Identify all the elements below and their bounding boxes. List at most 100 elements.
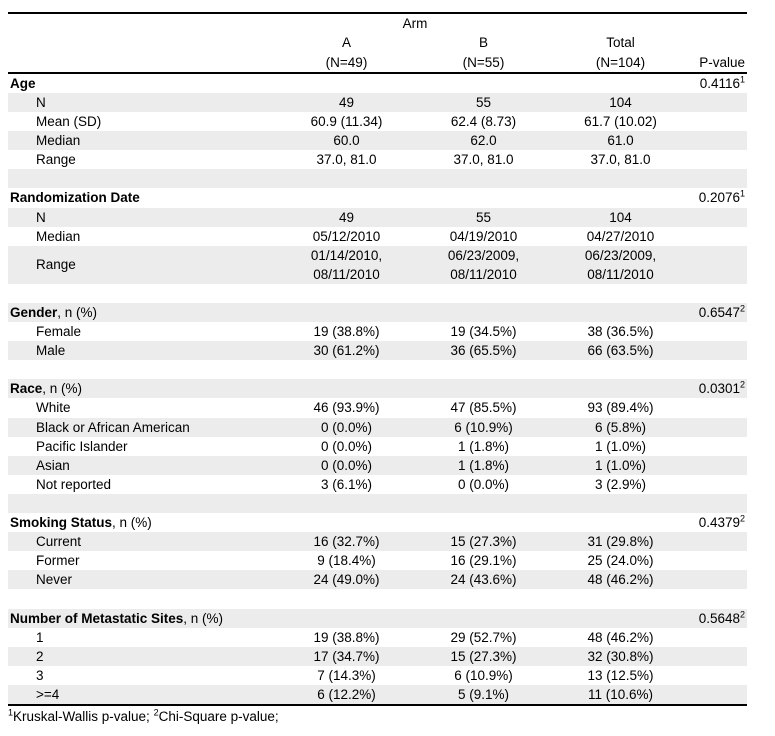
table-body: Age 0.41161 N 49 55 104 Mean (SD) 60.9 (11.34) 6… bbox=[8, 73, 747, 705]
cell-b: 1 (1.8%) bbox=[457, 438, 510, 454]
column-n-total: (N=104) bbox=[552, 52, 689, 74]
section-title-text: Randomization Date bbox=[10, 190, 140, 206]
row-label: 1 bbox=[36, 629, 44, 645]
cell-total: 06/23/2009, 08/11/2010 bbox=[552, 245, 689, 284]
cell-pvalue bbox=[689, 92, 747, 113]
cell-a: 19 (38.8%) bbox=[313, 629, 380, 645]
cell-pvalue bbox=[689, 666, 747, 685]
pvalue-superscript: 2 bbox=[739, 609, 745, 620]
cell-total: 104 bbox=[552, 92, 689, 113]
cell-total: 1 (1.0%) bbox=[594, 438, 647, 454]
section-title: Race, n (%) bbox=[8, 379, 278, 399]
section-title: Smoking Status, n (%) bbox=[8, 513, 278, 532]
cell-total bbox=[552, 188, 689, 207]
cell-a bbox=[278, 608, 415, 628]
cell-total: 61.0 bbox=[552, 131, 689, 151]
cell-a bbox=[278, 513, 415, 532]
section-title-row: Gender, n (%) 0.65472 bbox=[8, 303, 747, 323]
header-empty-cell bbox=[552, 13, 689, 33]
pvalue-text: 0.2076 bbox=[698, 190, 740, 206]
row-label: Range bbox=[36, 152, 76, 168]
row-label: Female bbox=[36, 324, 82, 340]
cell-total: 38 (36.5%) bbox=[587, 324, 654, 340]
data-row: Median 60.0 62.0 61.0 bbox=[8, 131, 747, 151]
cell-b bbox=[415, 608, 552, 628]
data-row: N 49 55 104 bbox=[8, 92, 747, 113]
data-row: Never 24 (49.0%) 24 (43.6%) 48 (46.2%) bbox=[8, 570, 747, 590]
data-row: Current 16 (32.7%) 15 (27.3%) 31 (29.8%) bbox=[8, 532, 747, 552]
cell-a: 05/12/2010 bbox=[312, 228, 381, 244]
row-label: Asian bbox=[8, 455, 278, 475]
data-row: Male 30 (61.2%) 36 (65.5%) 66 (63.5%) bbox=[8, 341, 747, 361]
cell-b: 37.0, 81.0 bbox=[453, 152, 514, 168]
section-title-row: Race, n (%) 0.03012 bbox=[8, 379, 747, 399]
data-row: Mean (SD) 60.9 (11.34) 62.4 (8.73) 61.7 (10… bbox=[8, 112, 747, 131]
section-title: Number of Metastatic Sites, n (%) bbox=[8, 608, 278, 628]
cell-a: 19 (38.8%) bbox=[313, 324, 380, 340]
row-label: Not reported bbox=[36, 476, 112, 492]
row-label: N bbox=[8, 92, 278, 113]
cell-b: 62.4 (8.73) bbox=[450, 114, 517, 130]
row-label: 3 bbox=[36, 667, 44, 683]
column-label-row: A B Total bbox=[8, 33, 747, 52]
cell-pvalue: 0.43792 bbox=[689, 513, 747, 532]
cell-a: 60.9 (11.34) bbox=[310, 114, 383, 130]
cell-pvalue: 0.20761 bbox=[689, 188, 747, 207]
data-row: 3 7 (14.3%) 6 (10.9%) 13 (12.5%) bbox=[8, 666, 747, 685]
pvalue-text: 0.5648 bbox=[698, 610, 740, 626]
row-label: Mean (SD) bbox=[36, 114, 102, 130]
cell-total: 48 (46.2%) bbox=[587, 629, 654, 645]
spacer-row bbox=[8, 169, 747, 189]
cell-a: 3 (6.1%) bbox=[320, 476, 373, 492]
pvalue-superscript: 1 bbox=[739, 74, 745, 85]
section-title-text: Race bbox=[10, 381, 43, 397]
data-row: Median 05/12/2010 04/19/2010 04/27/2010 bbox=[8, 227, 747, 246]
cell-b: 47 (85.5%) bbox=[450, 400, 517, 416]
section-title-suffix: , n (%) bbox=[42, 381, 83, 397]
cell-pvalue bbox=[689, 398, 747, 417]
column-header-b: B bbox=[478, 35, 488, 51]
cell-a: 9 (18.4%) bbox=[317, 553, 376, 569]
pvalue-superscript: 2 bbox=[739, 379, 745, 390]
cell-a: 49 bbox=[278, 207, 415, 227]
arm-spanner-row: Arm bbox=[8, 13, 747, 33]
cell-b: 06/23/2009, 08/11/2010 bbox=[415, 245, 552, 284]
cell-total bbox=[552, 73, 689, 93]
cell-a: 01/14/2010, 08/11/2010 bbox=[278, 245, 415, 284]
cell-b: 5 (9.1%) bbox=[415, 684, 552, 705]
cell-b: 29 (52.7%) bbox=[450, 629, 517, 645]
footnote-text-2: Chi-Square p-value; bbox=[158, 708, 279, 724]
data-row: Not reported 3 (6.1%) 0 (0.0%) 3 (2.9%) bbox=[8, 475, 747, 494]
data-row: Pacific Islander 0 (0.0%) 1 (1.8%) 1 (1.0%) bbox=[8, 437, 747, 456]
cell-total: 25 (24.0%) bbox=[587, 553, 654, 569]
row-label: White bbox=[36, 400, 71, 416]
cell-b: 16 (29.1%) bbox=[450, 553, 517, 569]
cell-total: 93 (89.4%) bbox=[587, 400, 654, 416]
cell-pvalue bbox=[689, 112, 747, 131]
cell-total bbox=[552, 303, 689, 323]
cell-b bbox=[415, 73, 552, 93]
pvalue-text: 0.4116 bbox=[699, 75, 740, 91]
pvalue-text: 0.0301 bbox=[698, 381, 740, 397]
cell-b: 55 bbox=[415, 207, 552, 227]
cell-total: 6 (5.8%) bbox=[552, 417, 689, 437]
pvalue-superscript: 1 bbox=[739, 188, 745, 199]
column-header-total: Total bbox=[606, 35, 635, 51]
row-label: 2 bbox=[8, 646, 278, 666]
cell-total bbox=[552, 379, 689, 399]
cell-a: 6 (12.2%) bbox=[278, 684, 415, 705]
cell-total: 04/27/2010 bbox=[586, 228, 655, 244]
row-label: Median bbox=[8, 131, 278, 151]
section-title-row: Number of Metastatic Sites, n (%) 0.56482 bbox=[8, 608, 747, 628]
section-title-suffix: , n (%) bbox=[57, 305, 98, 321]
row-label: Black or African American bbox=[8, 417, 278, 437]
cell-b: 15 (27.3%) bbox=[415, 646, 552, 666]
data-row: Black or African American 0 (0.0%) 6 (10.9… bbox=[8, 417, 747, 437]
cell-b bbox=[415, 379, 552, 399]
cell-total: 32 (30.8%) bbox=[552, 646, 689, 666]
cell-total: 3 (2.9%) bbox=[594, 476, 647, 492]
cell-a: 0 (0.0%) bbox=[320, 438, 373, 454]
cell-pvalue bbox=[689, 437, 747, 456]
cell-pvalue bbox=[689, 570, 747, 590]
